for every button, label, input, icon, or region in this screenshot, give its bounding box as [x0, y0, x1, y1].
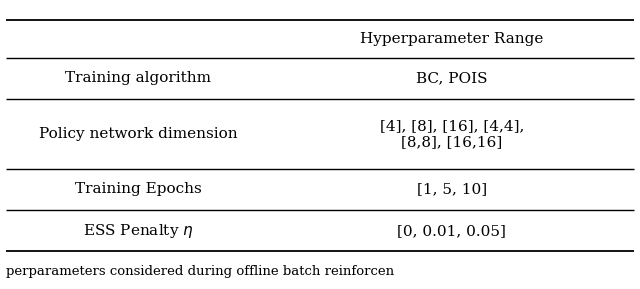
Text: Training algorithm: Training algorithm: [65, 71, 211, 86]
Text: Policy network dimension: Policy network dimension: [39, 127, 237, 141]
Text: [4], [8], [16], [4,4],
[8,8], [16,16]: [4], [8], [16], [4,4], [8,8], [16,16]: [380, 119, 524, 149]
Text: [0, 0.01, 0.05]: [0, 0.01, 0.05]: [397, 224, 506, 238]
Text: BC, POIS: BC, POIS: [416, 71, 488, 86]
Text: perparameters considered during offline batch reinforcen: perparameters considered during offline …: [6, 265, 394, 278]
Text: [1, 5, 10]: [1, 5, 10]: [417, 182, 487, 197]
Text: ESS Penalty $\eta$: ESS Penalty $\eta$: [83, 222, 193, 240]
Text: Training Epochs: Training Epochs: [75, 182, 202, 197]
Text: Hyperparameter Range: Hyperparameter Range: [360, 32, 543, 46]
